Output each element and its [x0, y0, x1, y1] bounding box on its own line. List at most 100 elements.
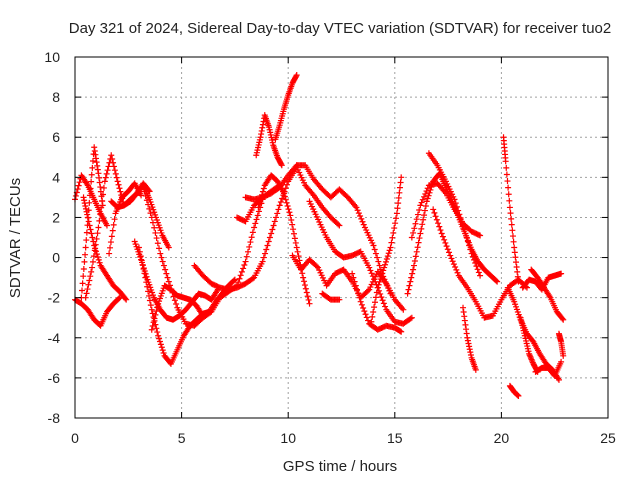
- data-point: [463, 330, 470, 337]
- data-point: [156, 338, 163, 345]
- data-point: [506, 197, 513, 204]
- data-point: [282, 196, 289, 203]
- data-point: [376, 278, 383, 285]
- data-point: [108, 152, 115, 159]
- data-point: [374, 284, 381, 291]
- data-point: [138, 257, 145, 264]
- data-point: [137, 253, 144, 260]
- data-markers: [72, 72, 567, 399]
- data-point: [359, 218, 366, 225]
- data-point: [395, 200, 402, 207]
- series-track-31: [506, 382, 522, 399]
- data-point: [460, 304, 467, 311]
- y-axis-label: SDTVAR / TECUs: [7, 178, 24, 298]
- data-point: [424, 185, 431, 192]
- data-point: [107, 244, 114, 251]
- series-track-21: [319, 290, 343, 303]
- data-point: [452, 200, 459, 207]
- data-point: [287, 212, 294, 219]
- data-point: [410, 266, 417, 273]
- data-point: [469, 253, 476, 260]
- data-point: [387, 290, 394, 297]
- data-point: [473, 263, 480, 270]
- data-point: [156, 245, 163, 252]
- data-point: [293, 244, 300, 251]
- data-point: [255, 208, 262, 215]
- data-point: [96, 217, 103, 224]
- data-point: [555, 376, 562, 383]
- data-point: [373, 289, 380, 296]
- data-point: [356, 294, 363, 301]
- data-point: [94, 230, 101, 237]
- data-point: [379, 297, 386, 304]
- data-point: [463, 326, 470, 333]
- data-point: [443, 243, 450, 250]
- data-point: [291, 235, 298, 242]
- data-point: [357, 298, 364, 305]
- data-point: [280, 190, 287, 197]
- data-point: [111, 167, 118, 174]
- data-point: [385, 250, 392, 257]
- data-point: [86, 222, 93, 229]
- data-point: [384, 253, 391, 260]
- data-point: [231, 276, 238, 283]
- data-point: [143, 273, 150, 280]
- data-point: [362, 311, 369, 318]
- data-point: [417, 230, 424, 237]
- series-track-16: [272, 72, 300, 143]
- data-point: [145, 201, 152, 208]
- data-point: [160, 349, 167, 356]
- data-point: [95, 256, 102, 263]
- data-point: [87, 185, 94, 192]
- data-point: [351, 278, 358, 285]
- data-point: [83, 237, 90, 244]
- data-point: [149, 219, 156, 226]
- data-point: [411, 225, 418, 232]
- data-point: [283, 199, 290, 206]
- data-point: [558, 270, 565, 277]
- data-point: [397, 179, 404, 186]
- data-point: [372, 250, 379, 257]
- y-tick-label: 2: [52, 209, 60, 225]
- data-point: [135, 244, 142, 251]
- data-point: [432, 213, 439, 220]
- data-point: [115, 295, 122, 302]
- series-track-1: [72, 172, 110, 229]
- data-point: [154, 329, 161, 336]
- data-point: [364, 317, 371, 324]
- data-point: [89, 264, 96, 271]
- data-point: [86, 277, 93, 284]
- data-point: [460, 222, 467, 229]
- data-point: [418, 199, 425, 206]
- data-point: [431, 209, 438, 216]
- data-point: [274, 210, 281, 217]
- data-point: [96, 174, 103, 181]
- data-point: [167, 282, 174, 289]
- data-point: [382, 261, 389, 268]
- data-point: [146, 205, 153, 212]
- data-point: [503, 171, 510, 178]
- data-point: [430, 206, 437, 213]
- data-point: [106, 250, 113, 257]
- data-point: [472, 366, 479, 373]
- data-point: [117, 188, 124, 195]
- data-point: [559, 315, 566, 322]
- data-point: [558, 358, 565, 365]
- data-point: [103, 170, 110, 177]
- data-point: [275, 206, 282, 213]
- data-point: [355, 210, 362, 217]
- data-point: [515, 278, 522, 285]
- data-point: [394, 205, 401, 212]
- data-point: [158, 254, 165, 261]
- data-point: [417, 202, 424, 209]
- data-point: [374, 254, 381, 261]
- data-point: [284, 202, 291, 209]
- data-point: [475, 269, 482, 276]
- data-point: [156, 335, 163, 342]
- data-point: [454, 269, 461, 276]
- data-point: [97, 184, 104, 191]
- data-point: [377, 276, 384, 283]
- data-point: [116, 185, 123, 192]
- data-point: [109, 227, 116, 234]
